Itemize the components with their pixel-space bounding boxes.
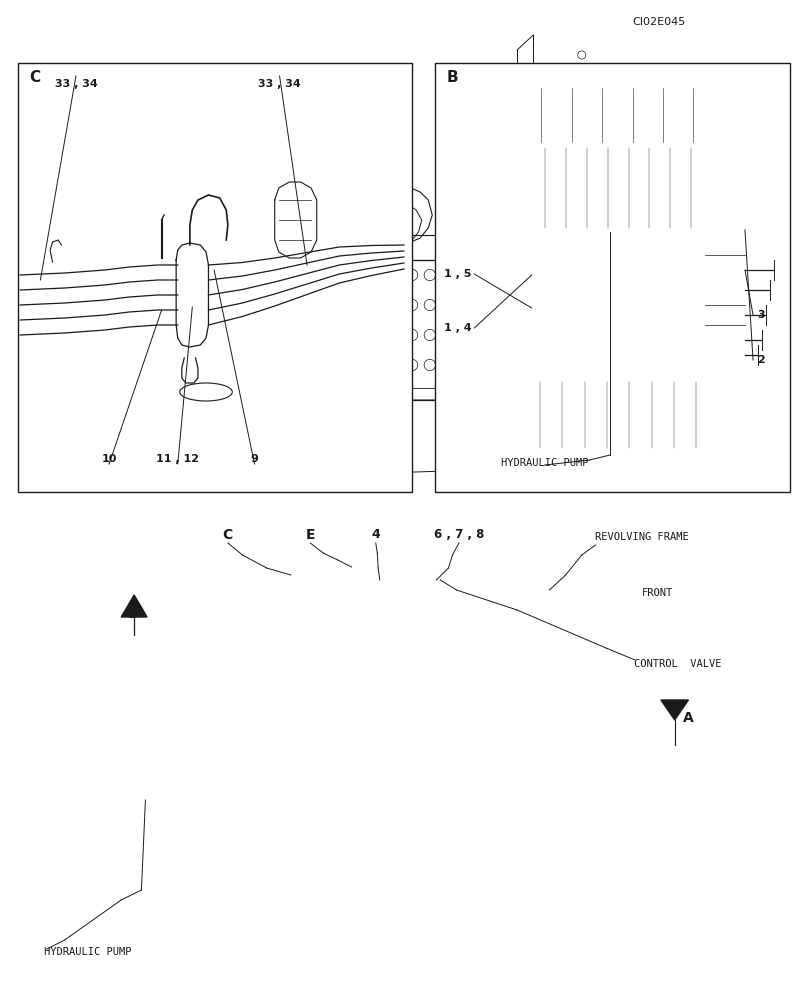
Bar: [48, 330, 89, 346]
Text: 1 , 4: 1 , 4: [444, 323, 472, 333]
Text: 4: 4: [372, 528, 380, 542]
Text: 3: 3: [757, 310, 765, 320]
Text: A: A: [683, 711, 693, 725]
Text: 6 , 7 , 8: 6 , 7 , 8: [434, 528, 484, 542]
Bar: [48, 310, 89, 326]
Text: 33 , 34: 33 , 34: [55, 79, 97, 89]
Polygon shape: [661, 700, 688, 720]
Text: CONTROL  VALVE: CONTROL VALVE: [634, 659, 722, 669]
Text: E: E: [305, 528, 315, 542]
Text: 1 , 5: 1 , 5: [444, 269, 472, 279]
Bar: [533, 85, 703, 145]
Bar: [18, 63, 412, 492]
Text: B: B: [447, 70, 458, 85]
Bar: [48, 385, 89, 401]
Text: C: C: [29, 70, 40, 85]
Bar: [48, 350, 89, 366]
Bar: [553, 95, 568, 135]
Text: REVOLVING FRAME: REVOLVING FRAME: [595, 532, 688, 542]
Polygon shape: [121, 595, 147, 617]
Bar: [602, 95, 617, 135]
Bar: [578, 95, 592, 135]
Text: C: C: [223, 528, 233, 542]
Text: HYDRAULIC PUMP: HYDRAULIC PUMP: [44, 947, 132, 957]
Bar: [435, 63, 790, 492]
Bar: [533, 450, 703, 480]
Text: HYDRAULIC PUMP: HYDRAULIC PUMP: [501, 458, 588, 468]
Text: B: B: [128, 607, 138, 621]
Text: 11 , 12: 11 , 12: [156, 454, 200, 464]
Bar: [705, 205, 745, 370]
Bar: [663, 95, 677, 135]
Bar: [48, 368, 89, 384]
Text: 9: 9: [250, 454, 259, 464]
Text: CI02E045: CI02E045: [632, 17, 685, 27]
Text: 2: 2: [757, 355, 765, 365]
Bar: [532, 230, 705, 380]
Text: 33 , 34: 33 , 34: [259, 79, 301, 89]
Text: FRONT: FRONT: [642, 588, 674, 598]
Bar: [537, 145, 699, 230]
Bar: [532, 380, 705, 450]
Text: 10: 10: [101, 454, 117, 464]
